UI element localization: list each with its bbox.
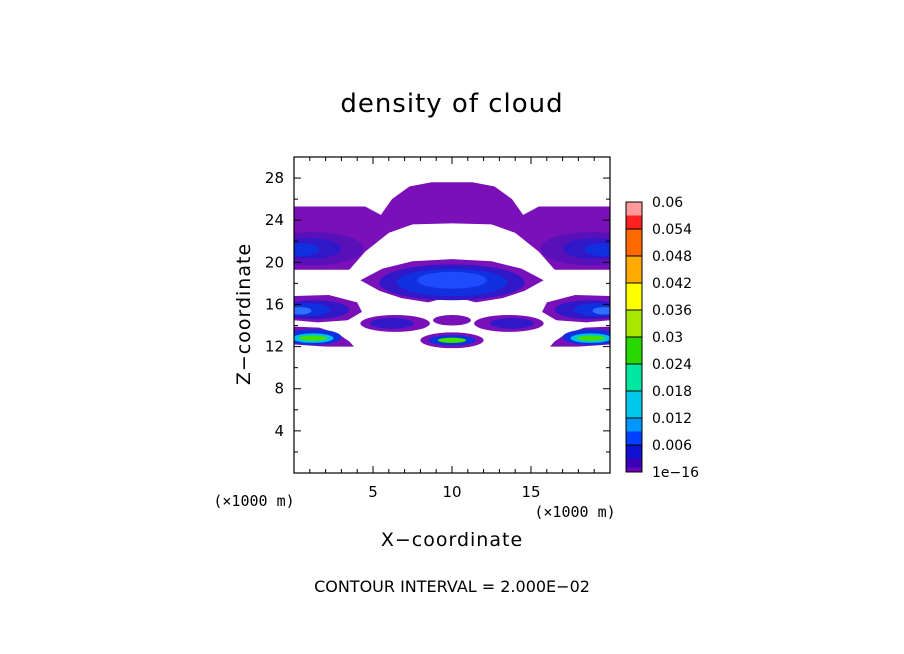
colorbar-label: 0.024: [652, 357, 692, 373]
colorbar-swatch: [626, 202, 642, 216]
colorbar-label: 0.012: [652, 411, 692, 427]
chart-title: density of cloud: [340, 89, 563, 119]
colorbar-label: 0.048: [652, 249, 692, 265]
contour-lower-right-green: [576, 335, 606, 341]
colorbar-label: 1e−16: [652, 465, 699, 481]
contour-upper-left-peak: [294, 243, 320, 257]
x-unit-label-left: (×1000 m): [213, 492, 294, 510]
y-tick-label: 28: [265, 169, 284, 187]
y-axis: 4 8 12 16 20 24 28: [265, 169, 610, 453]
colorbar-label: 0.03: [652, 330, 683, 346]
x-tick-label: 15: [521, 483, 540, 501]
colorbar-swatch: [626, 458, 642, 468]
colorbar-swatch: [626, 337, 642, 364]
contour-lower-center-green: [437, 337, 467, 343]
y-axis-label: Z−coordinate: [233, 243, 255, 385]
colorbar-swatch: [626, 467, 642, 472]
contour-central-peak: [417, 271, 487, 289]
contour-blob-left-core: [369, 318, 415, 329]
colorbar-swatch: [626, 310, 642, 337]
y-tick-label: 8: [274, 380, 284, 398]
x-axis-label: X−coordinate: [381, 529, 523, 551]
contour-left-lobe-peak: [294, 307, 312, 315]
colorbar-swatch: [626, 256, 642, 283]
x-unit-label-right: (×1000 m): [534, 503, 615, 521]
y-tick-label: 24: [265, 211, 284, 229]
colorbar-label: 0.06: [652, 195, 683, 211]
colorbar: 0.06 0.054 0.048 0.042 0.036 0.03 0.024 0.018 0.…: [625, 195, 699, 481]
colorbar-label: 0.006: [652, 438, 692, 454]
colorbar-swatch: [626, 391, 642, 418]
colorbar-swatch: [626, 431, 642, 445]
colorbar-label: 0.054: [652, 222, 692, 238]
contour-blob-right-core: [489, 318, 535, 329]
colorbar-label: 0.018: [652, 384, 692, 400]
colorbar-swatch: [626, 364, 642, 391]
contour-interval-note: CONTOUR INTERVAL = 2.000E−02: [314, 577, 590, 596]
x-tick-label: 5: [368, 483, 378, 501]
y-tick-label: 12: [265, 338, 284, 356]
contour-right-lobe-peak: [592, 307, 610, 315]
colorbar-swatch: [626, 229, 642, 256]
contour-blob-center: [433, 315, 471, 326]
plot-area: [294, 182, 610, 349]
colorbar-swatch: [626, 445, 642, 459]
y-tick-label: 4: [274, 422, 284, 440]
y-tick-label: 20: [265, 253, 284, 271]
colorbar-label: 0.042: [652, 276, 692, 292]
contour-lower-left-green: [298, 335, 328, 341]
colorbar-swatch: [626, 283, 642, 310]
colorbar-swatch: [626, 418, 642, 432]
x-axis: 5 10 15: [309, 157, 595, 501]
x-tick-label: 10: [442, 483, 461, 501]
colorbar-label: 0.036: [652, 303, 692, 319]
colorbar-swatch: [626, 215, 642, 229]
contour-upper-right-peak: [584, 243, 610, 257]
y-tick-label: 16: [265, 295, 284, 313]
